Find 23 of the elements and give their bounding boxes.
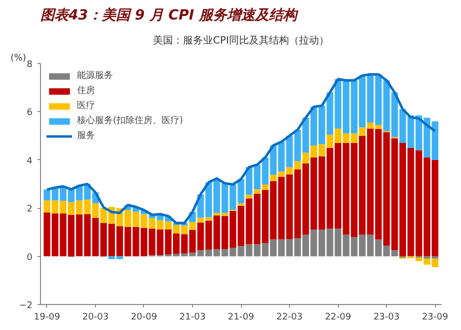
legend-label: 能源服务 <box>77 70 113 82</box>
legend-label: 服务 <box>77 130 96 142</box>
x-tick-label: 19-09 <box>34 312 60 322</box>
chart-subtitle: 美国：服务业CPI同比及其结构（拉动） <box>153 34 329 46</box>
x-tick-label: 20-03 <box>82 312 109 322</box>
y-tick-label: −2 <box>19 301 33 311</box>
legend-label: 住房 <box>77 84 96 97</box>
y-tick-label: 2 <box>26 204 33 215</box>
x-tick-label: 22-09 <box>324 312 352 322</box>
x-tick-label: 21-09 <box>228 312 254 322</box>
x-tick-label: 20-09 <box>130 312 158 322</box>
y-tick-label: 8 <box>26 60 33 70</box>
y-axis-title: (%) <box>10 54 26 64</box>
y-tick-label: 6 <box>26 108 33 118</box>
y-tick-label: 0 <box>26 252 33 263</box>
x-tick-label: 21-03 <box>179 312 206 322</box>
y-tick-label: 4 <box>26 156 33 166</box>
x-tick-label: 23-09 <box>422 312 448 322</box>
legend-label: 核心服务(扣除住房、医疗) <box>77 114 184 127</box>
x-tick-label: 23-03 <box>373 312 400 322</box>
legend-label: 医疗 <box>77 100 96 112</box>
x-tick-label: 22-03 <box>276 312 303 322</box>
chart-title: 图表43：美国 9 月 CPI 服务增速及结构 <box>40 6 299 24</box>
